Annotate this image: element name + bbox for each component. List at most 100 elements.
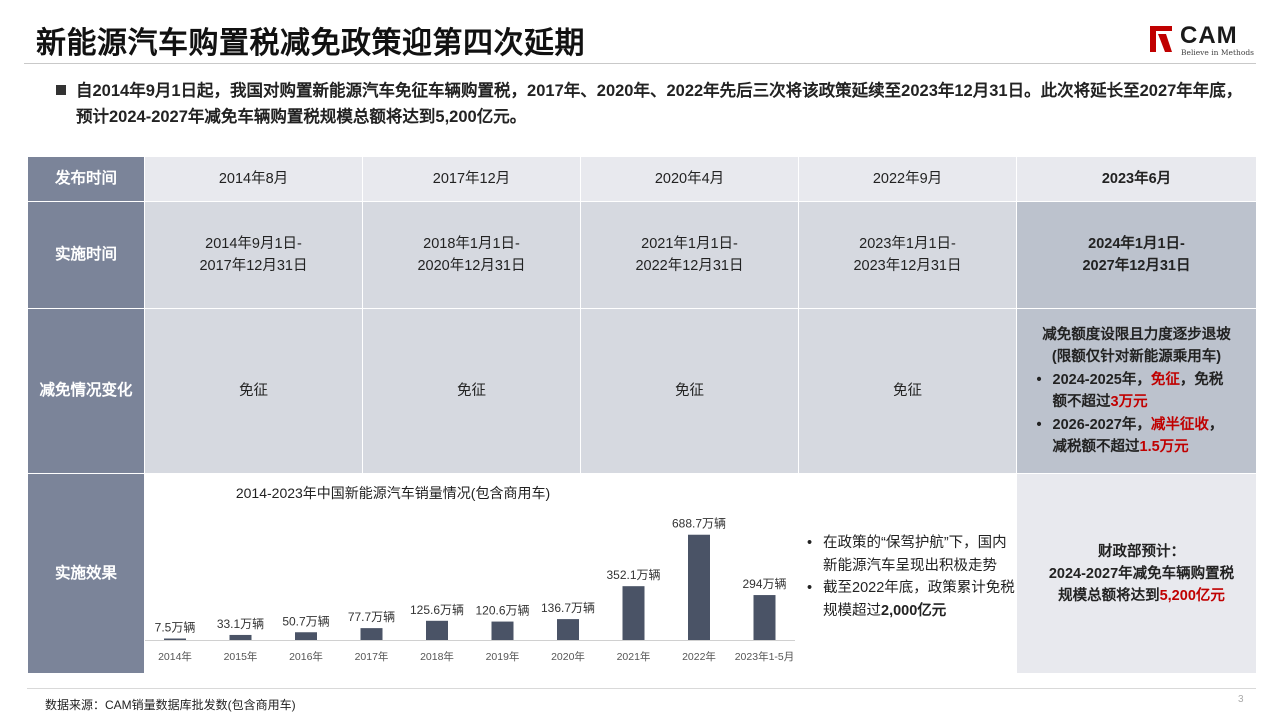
bar [753,595,776,640]
latest-rule-list: 减免额度设限且力度逐步退坡 (限额仅针对新能源乘用车) 2024-2025年，免… [1037,324,1237,459]
data-label: 33.1万辆 [217,617,264,631]
row-label-change: 减免情况变化 [27,308,145,474]
x-tick-label: 2016年 [289,650,323,663]
period-cell: 2021年1月1日- 2022年12月31日 [580,201,799,309]
period-start: 2021年1月1日- [641,236,738,252]
data-label: 688.7万辆 [672,517,726,531]
effect-line: 规模总额将达到 [1058,587,1160,604]
effect-highlight: 5,200亿元 [1159,587,1225,604]
rule-subtitle: (限额仅针对新能源乘用车) [1051,349,1222,365]
page-number: 3 [1238,694,1244,705]
rule-item-2026: 2026-2027年，减半征收，减税额不超过1.5万元 [1037,414,1237,459]
x-tick-label: 2019年 [486,650,520,663]
rule-item-2024: 2024-2025年，免征，免税额不超过3万元 [1037,369,1237,414]
row-exemption-change: 减免情况变化 免征 免征 免征 免征 减免额度设限且力度逐步退坡 (限额仅针对新… [27,308,1257,474]
row-publish-date: 发布时间 2014年8月 2017年12月 2020年4月 2022年9月 20… [27,156,1257,202]
note-text: 截至2022年底，政策累计免税规模超过 [823,580,1015,619]
bar [688,534,710,640]
square-bullet-icon [56,85,66,95]
publish-cell: 2020年4月 [580,156,799,202]
rule-text: 2026-2027年， [1052,416,1151,433]
data-label: 50.7万辆 [282,614,329,628]
period-cell: 2018年1月1日- 2020年12月31日 [362,201,581,309]
x-tick-label: 2022年 [682,650,716,663]
logo-tagline: Believe in Methods [1181,48,1254,57]
change-cell: 免征 [144,308,363,474]
data-label: 294万辆 [742,577,786,591]
data-label: 125.6万辆 [410,603,464,617]
cam-logo-mark-icon [1150,26,1172,52]
x-tick-label: 2017年 [355,650,389,663]
x-tick-label: 2021年 [617,650,651,663]
note-item: 在政策的“保驾护航”下，国内新能源汽车呈现出积极走势 [805,532,1015,577]
intro-text: 自2014年9月1日起，我国对购置新能源汽车免征车辆购置税，2017年、2020… [76,82,1243,126]
note-item: 截至2022年底，政策累计免税规模超过2,000亿元 [805,577,1015,622]
bar [622,586,645,640]
publish-cell: 2022年9月 [798,156,1017,202]
rule-text: ，减税额不超过 [1052,416,1224,456]
policy-table: 发布时间 2014年8月 2017年12月 2020年4月 2022年9月 20… [27,156,1257,674]
footer-divider [27,688,1256,689]
data-label: 136.7万辆 [541,601,595,615]
effect-label: 财政部预计： [1098,543,1185,560]
period-end: 2027年12月31日 [1082,258,1191,274]
bar [491,621,514,640]
change-cell: 免征 [798,308,1017,474]
data-label: 352.1万辆 [606,568,660,582]
rule-highlight: 3万元 [1110,394,1148,410]
chart-title: 2014-2023年中国新能源汽车销量情况(包含商用车) [236,485,550,501]
publish-cell-latest: 2023年6月 [1016,156,1257,202]
bar [164,638,186,640]
data-label: 120.6万辆 [475,604,529,618]
x-tick-label: 2015年 [224,650,258,663]
x-tick-label: 2020年 [551,650,585,663]
period-end: 2022年12月31日 [635,258,744,274]
period-end: 2020年12月31日 [417,258,526,274]
x-tick-label: 2023年1-5月 [735,650,795,663]
period-cell: 2014年9月1日- 2017年12月31日 [144,201,363,309]
rule-text: 2024-2025年， [1052,371,1151,388]
change-cell: 免征 [362,308,581,474]
rule-highlight: 1.5万元 [1139,439,1189,455]
row-label-publish: 发布时间 [27,156,145,202]
bar [360,628,383,640]
row-implementation-period: 实施时间 2014年9月1日- 2017年12月31日 2018年1月1日- 202… [27,201,1257,309]
effect-line: 2024-2027年减免车辆购置税 [1048,565,1235,582]
period-start: 2018年1月1日- [423,236,520,252]
data-source: 数据来源：CAM销量数据库批发数(包含商用车) [45,698,296,712]
intro-paragraph: 自2014年9月1日起，我国对购置新能源汽车免征车辆购置税，2017年、2020… [56,78,1258,130]
period-start: 2014年9月1日- [205,236,302,252]
publish-cell: 2017年12月 [362,156,581,202]
note-bold: 2,000亿元 [881,602,947,619]
sales-bar-chart: 2014-2023年中国新能源汽车销量情况(包含商用车) 7.5万辆 2014年 33… [145,485,795,663]
data-label: 77.7万辆 [348,610,395,624]
publish-cell: 2014年8月 [144,156,363,202]
rule-highlight: 减半征收 [1150,416,1209,433]
rule-title: 减免额度设限且力度逐步退坡 [1042,326,1231,343]
bar [229,634,252,640]
period-cell-latest: 2024年1月1日- 2027年12月31日 [1016,201,1257,309]
data-label: 7.5万辆 [155,621,196,635]
page-title: 新能源汽车购置税减免政策迎第四次延期 [36,27,585,60]
cam-logo: CAM Believe in Methods [1150,22,1260,58]
x-tick-label: 2018年 [420,650,454,663]
bar [426,620,448,640]
bar [295,632,317,640]
rule-text: ，免税额不超过 [1052,371,1224,411]
effect-cell-latest: 财政部预计： 2024-2027年减免车辆购置税 规模总额将达到5,200亿元 [1016,473,1257,674]
period-cell: 2023年1月1日- 2023年12月31日 [798,201,1017,309]
row-label-period: 实施时间 [27,201,145,309]
title-divider [24,63,1256,64]
change-cell-latest: 减免额度设限且力度逐步退坡 (限额仅针对新能源乘用车) 2024-2025年，免… [1016,308,1257,474]
period-end: 2017年12月31日 [199,258,308,274]
effect-notes: 在政策的“保驾护航”下，国内新能源汽车呈现出积极走势 截至2022年底，政策累计… [805,532,1015,622]
logo-text: CAM [1180,22,1238,49]
period-start: 2023年1月1日- [859,236,956,252]
bar [557,619,579,640]
x-tick-label: 2014年 [158,650,192,663]
period-end: 2023年12月31日 [853,258,962,274]
row-label-effect: 实施效果 [27,473,145,674]
period-start: 2024年1月1日- [1088,236,1185,252]
change-cell: 免征 [580,308,799,474]
rule-highlight: 免征 [1150,371,1180,388]
